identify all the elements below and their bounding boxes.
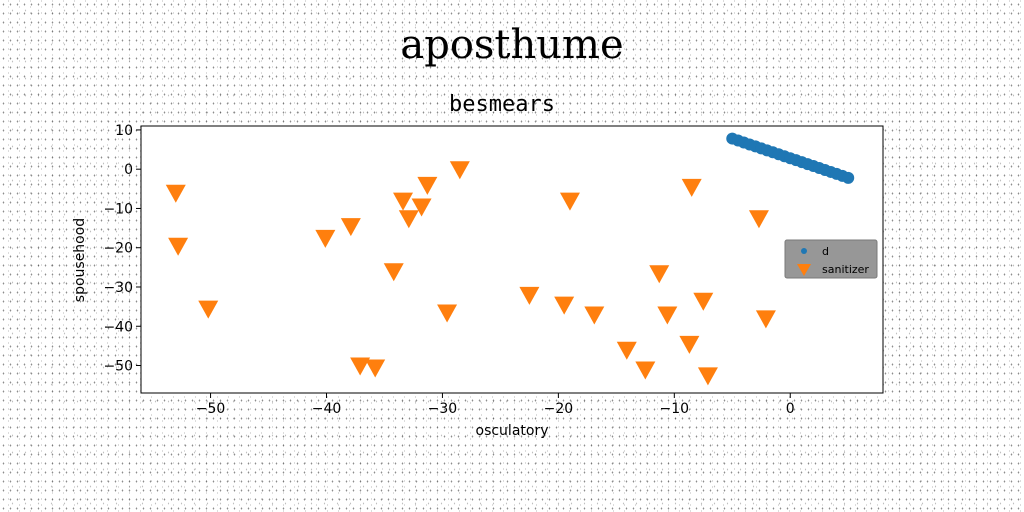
point-sanitizer [649,265,670,284]
x-tick-label: −30 [428,401,458,417]
legend-marker-sanitizer [797,264,811,276]
x-tick-label: −40 [312,401,342,417]
y-tick-label: −50 [103,359,133,375]
x-axis-label: osculatory [476,423,549,439]
point-sanitizer [755,310,776,329]
x-tick-label: −10 [660,401,690,417]
plot-area [140,125,884,394]
point-sanitizer [393,192,414,211]
point-sanitizer [693,292,714,311]
point-sanitizer [616,341,637,360]
point-sanitizer [350,357,371,376]
point-sanitizer [417,176,438,195]
legend-marker-d [801,248,807,254]
legend: d sanitizer [784,239,878,279]
point-sanitizer [635,361,656,380]
point-sanitizer [559,192,580,211]
y-axis-label: spousehood [72,218,88,302]
point-sanitizer [584,306,605,325]
point-sanitizer [657,306,678,325]
figure-suptitle: aposthume [400,22,624,68]
point-sanitizer [697,367,718,386]
point-sanitizer [449,161,470,180]
point-sanitizer [398,210,419,229]
y-tick-label: −10 [103,201,133,217]
y-tick-label: 10 [115,123,133,139]
x-tick-label: −50 [196,401,226,417]
point-d [842,171,855,184]
x-tick-label: 0 [786,401,795,417]
point-sanitizer [198,300,219,319]
point-sanitizer [168,237,189,256]
point-sanitizer [383,263,404,282]
y-tick-label: 0 [124,162,133,178]
point-sanitizer [437,304,458,323]
chart-title: besmears [449,92,555,117]
legend-label-sanitizer: sanitizer [822,263,869,276]
y-tick-label: −40 [103,319,133,335]
point-sanitizer [748,210,769,229]
point-sanitizer [365,359,386,378]
point-sanitizer [315,229,336,248]
point-sanitizer [340,218,361,237]
point-sanitizer [679,335,700,354]
x-axis-ticks: −50 −40 −30 −20 −10 0 [196,393,795,417]
x-tick-label: −20 [544,401,574,417]
y-tick-label: −20 [103,241,133,257]
legend-label-d: d [822,245,829,258]
y-axis-ticks: 10 0 −10 −20 −30 −40 −50 [103,123,141,375]
point-sanitizer [519,286,540,305]
y-tick-label: −30 [103,280,133,296]
series-layer [165,132,855,386]
point-sanitizer [165,184,186,203]
point-sanitizer [681,178,702,197]
point-sanitizer [411,198,432,217]
point-sanitizer [554,296,575,315]
